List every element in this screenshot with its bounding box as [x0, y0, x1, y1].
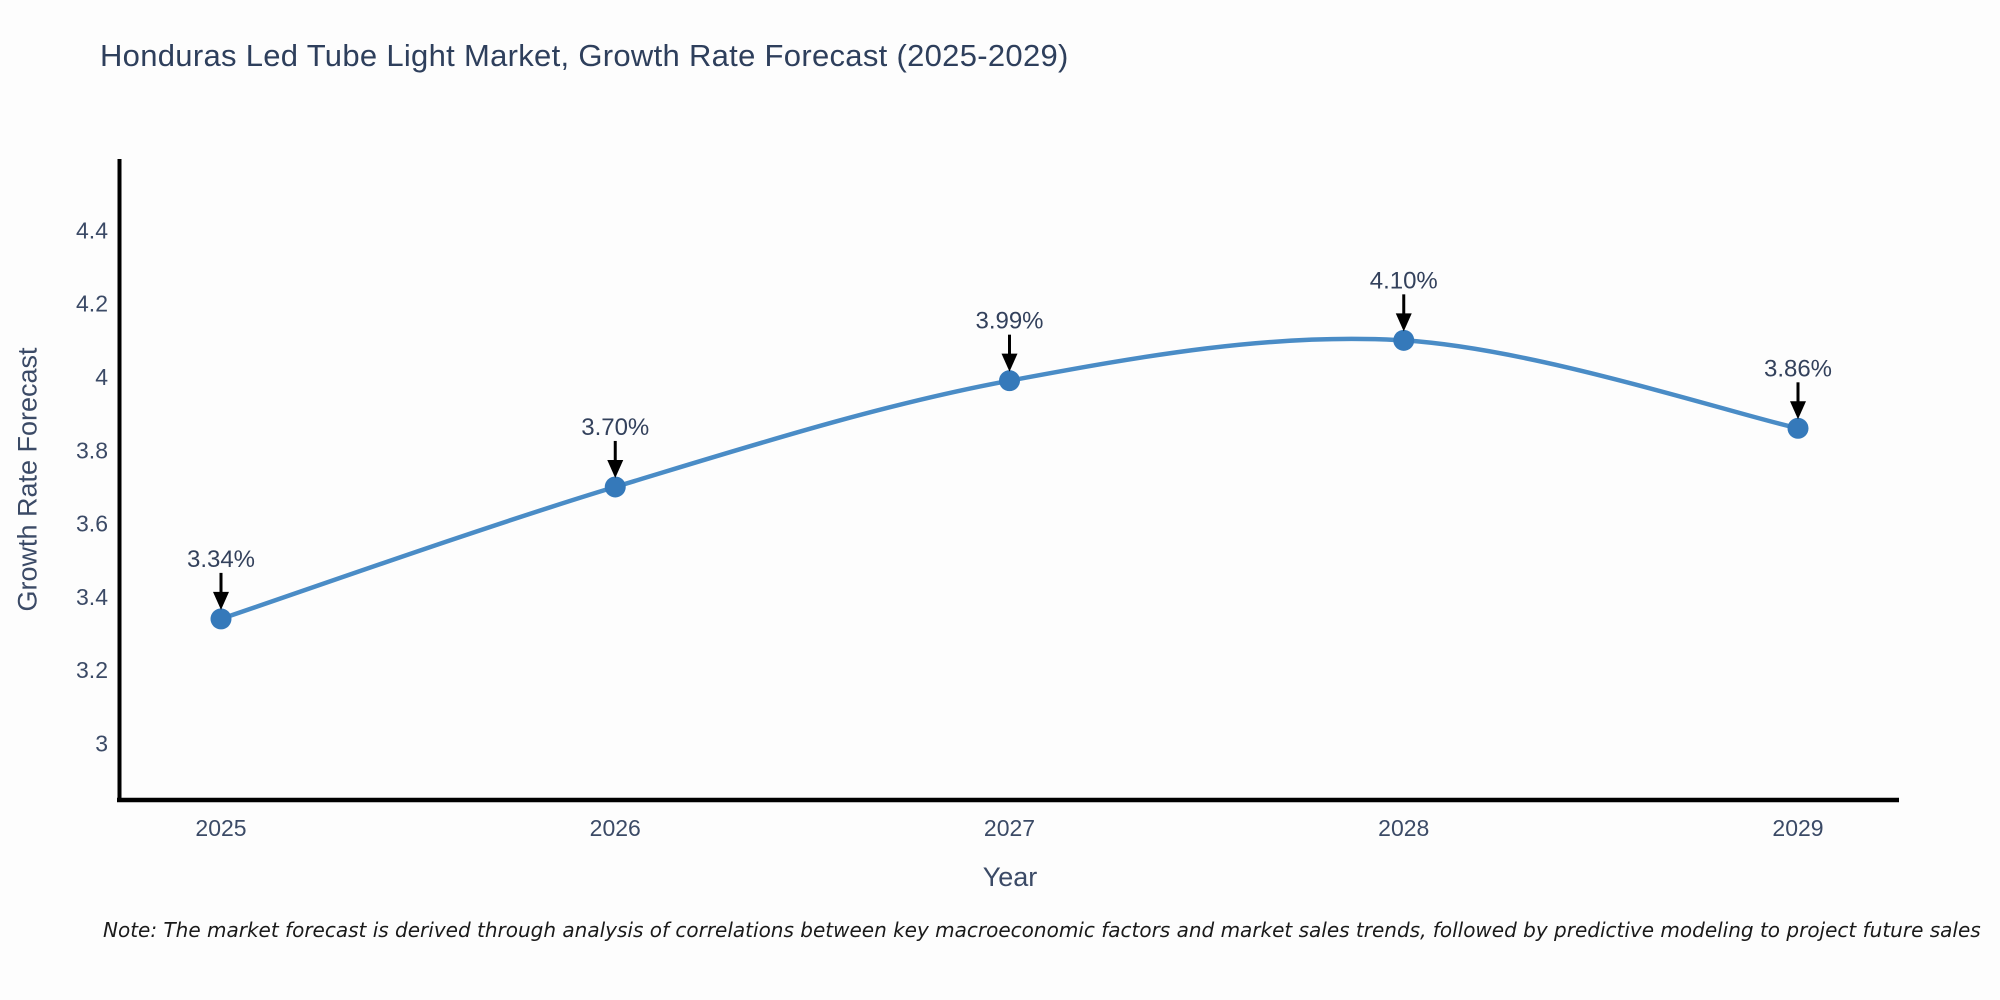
y-tick-label: 3.8: [76, 437, 108, 463]
point-label: 3.34%: [187, 546, 255, 573]
x-axis-title: Year: [982, 862, 1038, 892]
point-label: 3.86%: [1764, 355, 1832, 382]
data-point-marker: [210, 608, 232, 630]
data-point-marker: [999, 370, 1020, 392]
annotation-arrowhead: [1001, 353, 1018, 372]
chart-title: Honduras Led Tube Light Market, Growth R…: [100, 38, 1069, 73]
point-label: 3.70%: [581, 414, 649, 441]
x-tick-label: 2025: [195, 815, 246, 841]
annotation-arrowhead: [1395, 313, 1412, 332]
data-point-marker: [604, 476, 626, 498]
x-tick-label: 2028: [1378, 815, 1429, 841]
footnote: Note: The market forecast is derived thr…: [103, 918, 1981, 942]
y-tick-label: 4.2: [76, 291, 108, 317]
x-tick-label: 2026: [590, 815, 641, 841]
y-tick-label: 4.4: [76, 217, 108, 243]
y-tick-label: 3: [95, 731, 108, 757]
x-tick-label: 2027: [984, 815, 1035, 841]
data-point-marker: [1787, 417, 1809, 439]
annotation-arrowhead: [1790, 401, 1806, 420]
y-tick-label: 4: [95, 364, 108, 390]
data-point-marker: [1393, 329, 1415, 351]
annotation-arrowhead: [213, 591, 229, 610]
annotation-arrowhead: [607, 459, 624, 478]
y-tick-label: 3.2: [76, 657, 108, 683]
y-tick-label: 3.6: [76, 511, 108, 537]
y-tick-label: 3.4: [76, 584, 108, 610]
x-tick-label: 2029: [1772, 815, 1823, 841]
point-label: 4.10%: [1370, 267, 1438, 294]
point-label: 3.99%: [975, 308, 1043, 335]
